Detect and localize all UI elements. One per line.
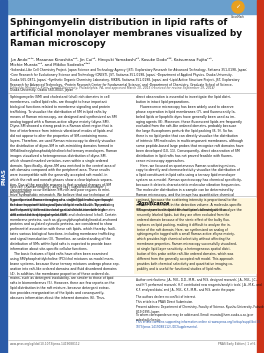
Text: ¹Sokendai-Like Cell Chemistry Project, Japan Science and Technology Agency (JST): ¹Sokendai-Like Cell Chemistry Project, J…	[10, 68, 247, 91]
Text: Author contributions: J.A., M.K., D.D., M.M., and M.S. designed research; J.A., : Author contributions: J.A., M.K., D.D., …	[136, 278, 262, 292]
Bar	[0, 0, 7, 353]
Text: ✓: ✓	[235, 5, 241, 10]
Bar	[134, 198, 256, 273]
Text: lipid raft | Raman imaging | alkyne tag | supported monolayer |
sphingomyelin: lipid raft | Raman imaging | alkyne tag …	[10, 185, 106, 194]
Text: Phase separation in lipid rafts has been observed with fluo-
rescently labeled l: Phase separation in lipid rafts has been…	[137, 208, 237, 271]
Text: S pecific membrane microdomains, called lipid rafts, are thought
to have importa: S pecific membrane microdomains, called …	[10, 198, 120, 300]
Text: This article is a PNAS Direct Submission.: This article is a PNAS Direct Submission…	[136, 300, 193, 304]
Text: Present address: Department of Chemistry, Faculty of Science, Kyushu University,: Present address: Department of Chemistry…	[136, 305, 264, 314]
Text: Sphingomyelin distribution in lipid rafts of
artificial monolayer membranes visu: Sphingomyelin distribution in lipid raft…	[10, 18, 242, 48]
Bar	[257, 0, 264, 353]
Text: This article contains supporting information online at www.pnas.org/lookup/suppl: This article contains supporting informa…	[136, 320, 261, 329]
Text: PNAS Early Edition | 1 of 6: PNAS Early Edition | 1 of 6	[218, 342, 255, 346]
Text: PNAS: PNAS	[1, 168, 6, 185]
Text: Significance: Significance	[137, 201, 170, 206]
Text: Jun Ando¹²³⁴, Masanao Kinoshita¹²³, Jin Cui⁴⁵, Hiroyuki Yamakoshi⁴⁵, Kosuke Dodo: Jun Ando¹²³⁴, Masanao Kinoshita¹²³, Jin …	[10, 57, 213, 66]
Bar	[0, 0, 264, 14]
Text: www.pnas.org/cgi/doi/10.1073/pnas.1419088112: www.pnas.org/cgi/doi/10.1073/pnas.141908…	[10, 342, 81, 346]
Circle shape	[232, 1, 244, 13]
Text: To whom correspondence may be addressed. Email: murata@hem.osaka-u.ac.jp or
sode: To whom correspondence may be addressed.…	[136, 313, 253, 322]
Text: CrossMark: CrossMark	[231, 15, 245, 19]
Text: Edited by Michael I. Klein, Temple University, Philadelphia, PA, and approved Ma: Edited by Michael I. Klein, Temple Unive…	[10, 86, 215, 90]
Text: Sphingomyelin (SM) and cholesterol (chol)-rich domains in cell
membranes, called: Sphingomyelin (SM) and cholesterol (chol…	[10, 95, 117, 217]
Text: The authors declare no conflict of interest.: The authors declare no conflict of inter…	[136, 295, 196, 299]
Text: direct observation is essential to investigate the lipid distri-
bution in intac: direct observation is essential to inves…	[136, 95, 244, 212]
